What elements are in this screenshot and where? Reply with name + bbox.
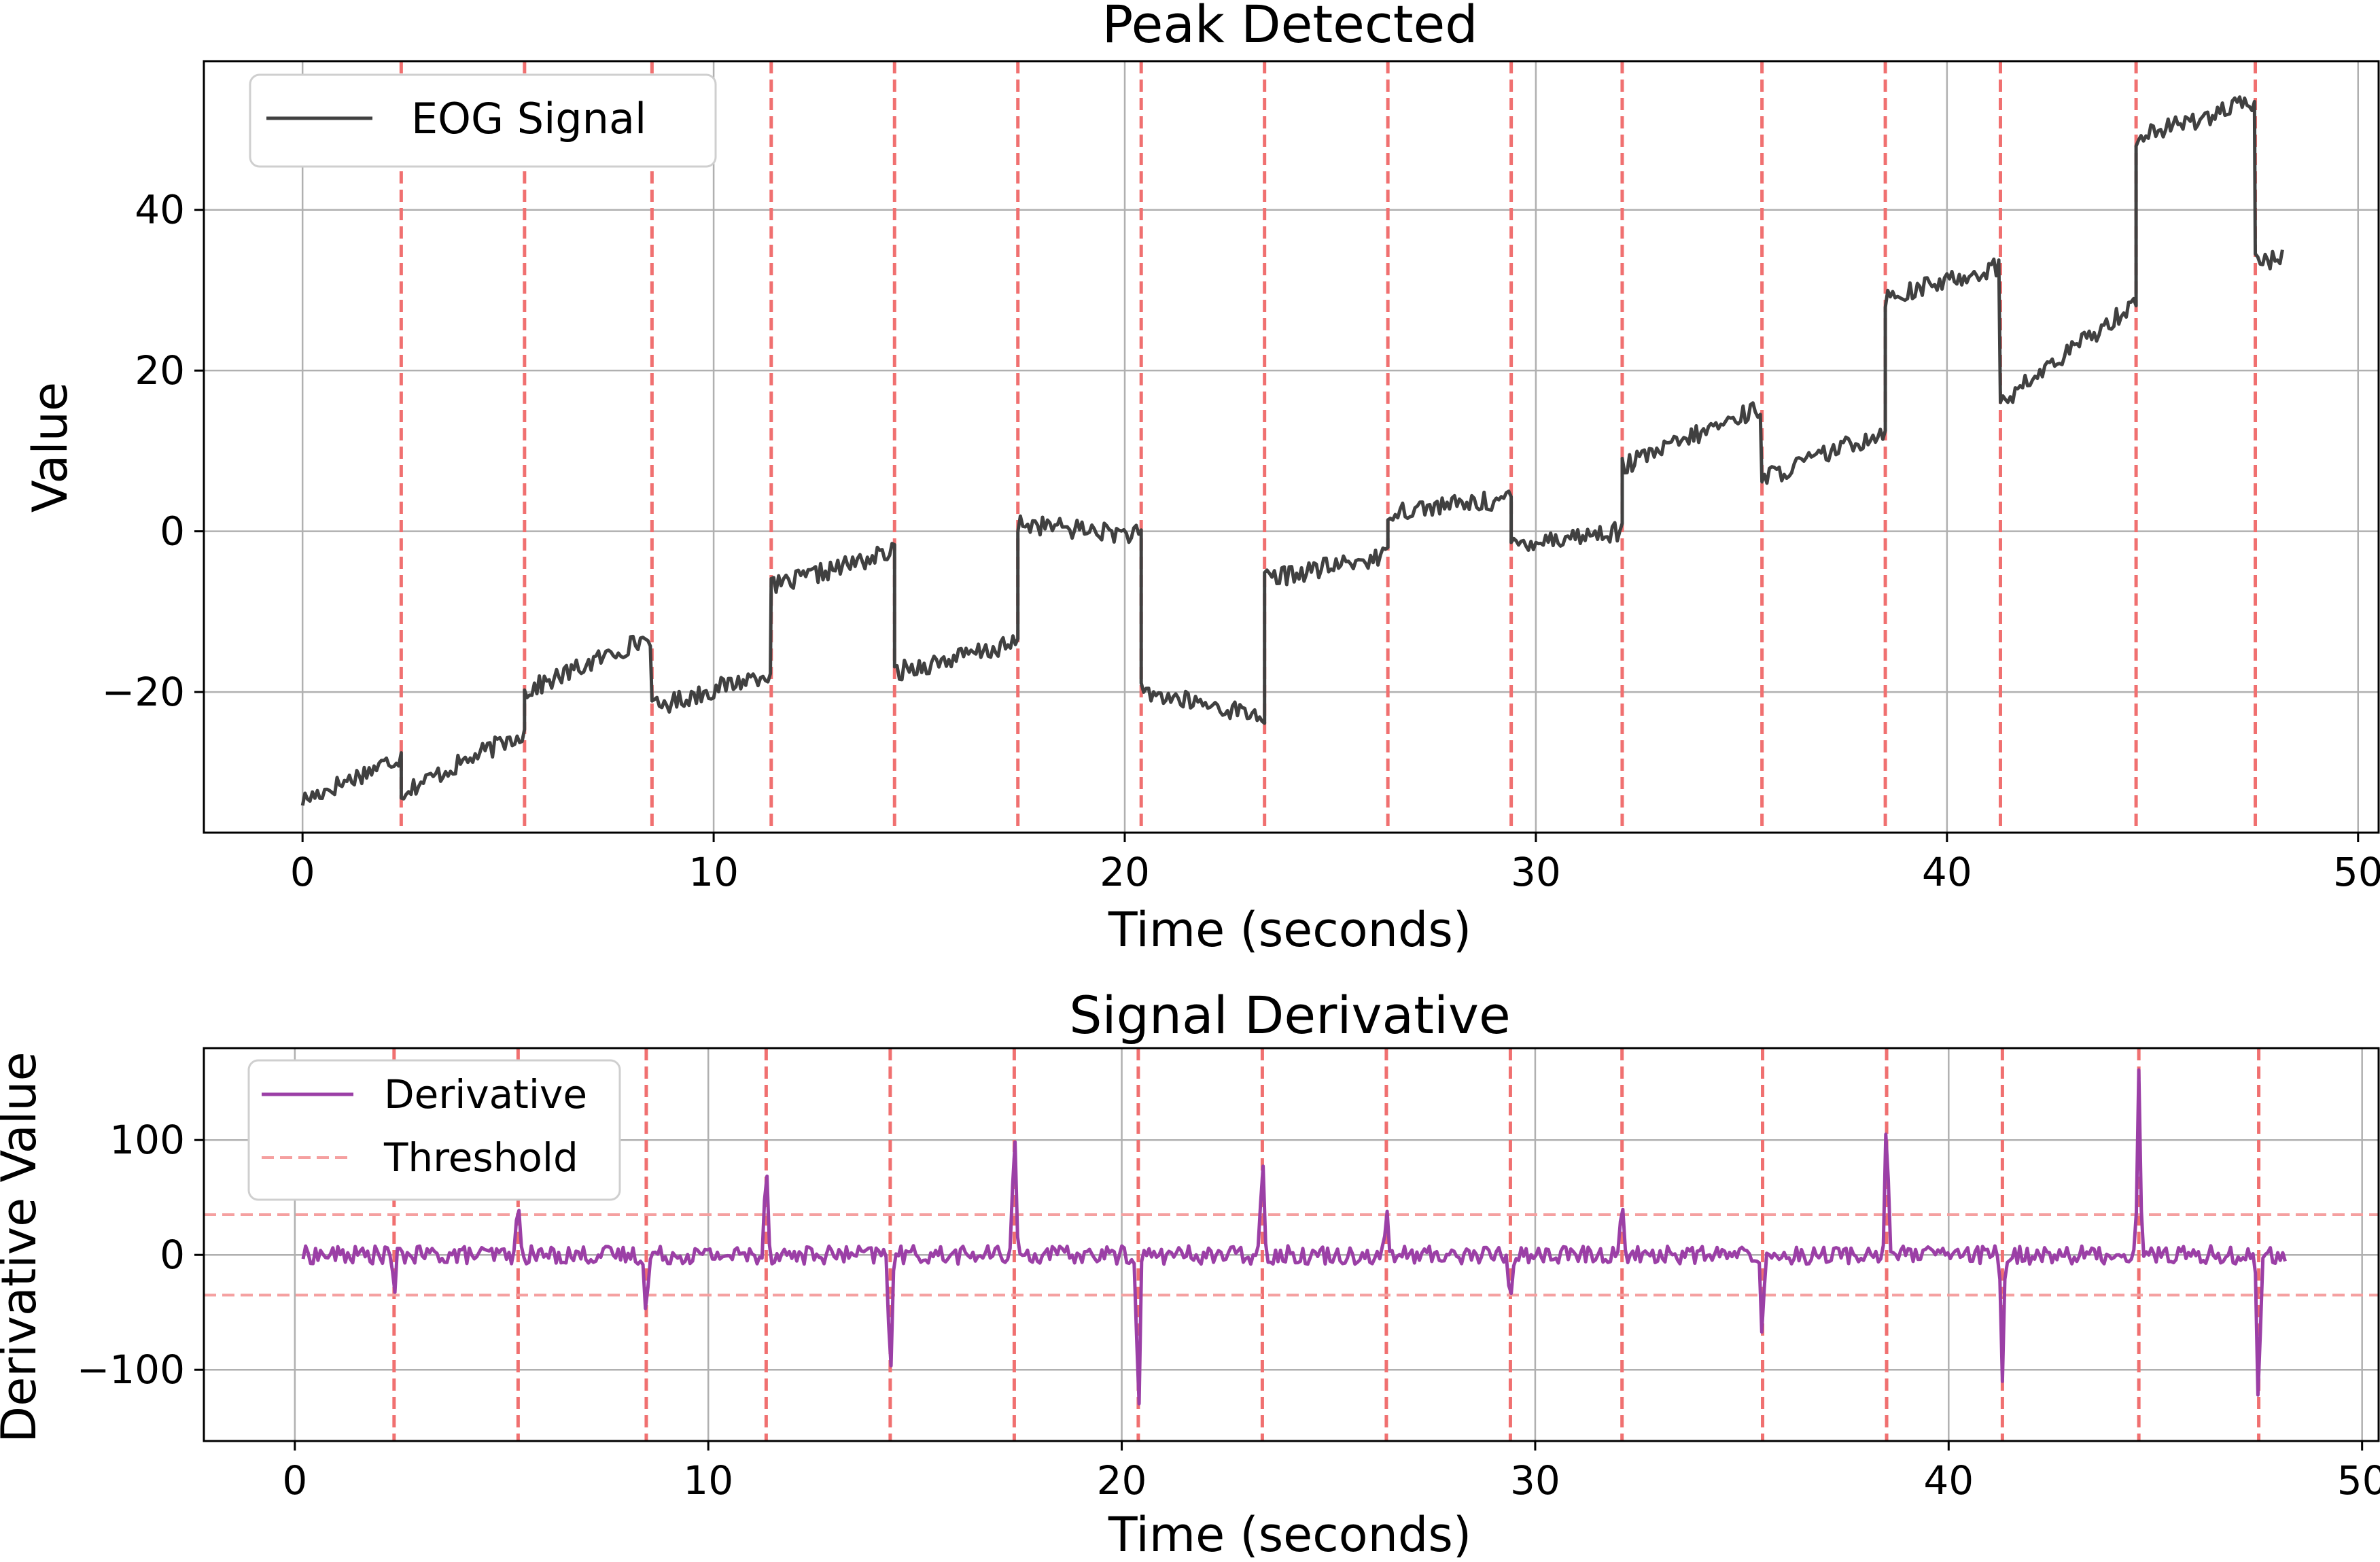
- y-tick-label: 100: [109, 1117, 185, 1163]
- top-peak-lines: [399, 61, 2258, 833]
- threshold-lines: [204, 1213, 2379, 1297]
- bottom-y-axis-label: Derivative Value: [0, 1052, 47, 1442]
- top-legend: EOG Signal: [249, 73, 717, 168]
- y-tick-label: −20: [102, 669, 185, 715]
- top-chart-title: Peak Detected: [1102, 0, 1477, 54]
- top-axes-frame: [203, 60, 2380, 834]
- bottom-peak-lines: [392, 1048, 2261, 1441]
- bottom-axes-frame: [203, 1047, 2380, 1442]
- derivative-line: [301, 1068, 2287, 1406]
- top-legend-box: [249, 73, 717, 168]
- x-tick-label: 20: [1097, 1457, 1147, 1504]
- eog-signal-line: [300, 95, 2284, 806]
- y-tick-label: 0: [160, 508, 185, 555]
- eog-signal-panel: Peak Detected 0 10 20 30 40 50 −20 0 20 40 Time …: [22, 0, 2380, 958]
- x-tick-label: 40: [1923, 1457, 1974, 1504]
- x-tick-label: 50: [2333, 849, 2380, 895]
- x-tick-label: 40: [1922, 849, 1972, 895]
- y-tick-label: −100: [77, 1347, 185, 1393]
- top-x-ticks: 0 10 20 30 40 50: [290, 833, 2380, 895]
- x-tick-label: 30: [1510, 1457, 1560, 1504]
- top-y-axis-label: Value: [22, 382, 78, 513]
- legend-eog-label: EOG Signal: [411, 94, 646, 143]
- bottom-y-ticks: −100 0 100: [77, 1117, 204, 1393]
- x-tick-label: 0: [282, 1457, 307, 1504]
- y-tick-label: 40: [135, 187, 185, 233]
- x-tick-label: 10: [688, 849, 739, 895]
- top-y-ticks: −20 0 20 40: [102, 187, 204, 715]
- y-tick-label: 20: [135, 347, 185, 394]
- x-tick-label: 20: [1100, 849, 1150, 895]
- legend-threshold-label: Threshold: [383, 1134, 578, 1181]
- legend-derivative-label: Derivative: [384, 1071, 587, 1117]
- x-tick-label: 10: [683, 1457, 733, 1504]
- top-grid: [204, 61, 2379, 833]
- bottom-x-ticks: 0 10 20 30 40 50: [282, 1441, 2380, 1504]
- bottom-chart-title: Signal Derivative: [1069, 985, 1510, 1045]
- bottom-legend: Derivative Threshold: [247, 1059, 621, 1201]
- derivative-panel: Signal Derivative 0 10 20 30 40 50 −100 0 100 T…: [0, 985, 2380, 1562]
- x-tick-label: 50: [2337, 1457, 2380, 1504]
- x-tick-label: 30: [1511, 849, 1561, 895]
- bottom-x-axis-label: Time (seconds): [1108, 1507, 1471, 1562]
- x-tick-label: 0: [290, 849, 315, 895]
- y-tick-label: 0: [160, 1232, 185, 1278]
- top-x-axis-label: Time (seconds): [1108, 902, 1471, 958]
